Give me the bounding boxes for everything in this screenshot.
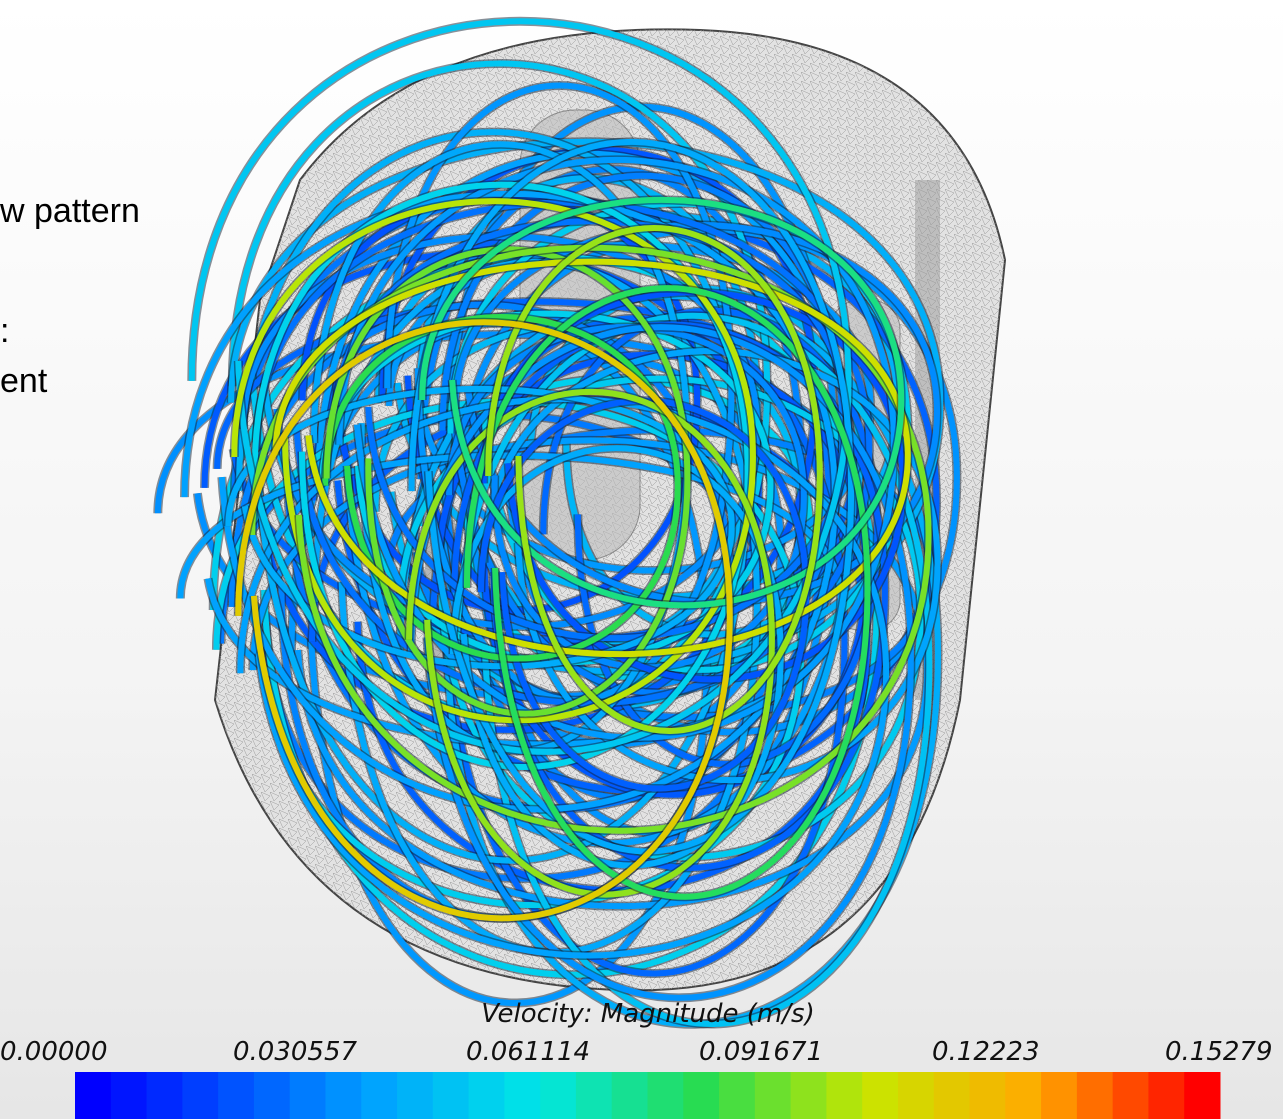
- colorbar-segment: [1077, 1072, 1113, 1119]
- colorbar-segment: [182, 1072, 218, 1119]
- colorbar-segment: [1148, 1072, 1184, 1119]
- colorbar-segment: [612, 1072, 648, 1119]
- colorbar-segment: [683, 1072, 719, 1119]
- colorbar-segment: [791, 1072, 827, 1119]
- colorbar-tick-label: 0.15279: [1165, 1037, 1273, 1067]
- colorbar-segment: [648, 1072, 684, 1119]
- colorbar-segment: [576, 1072, 612, 1119]
- colorbar-segment: [862, 1072, 898, 1119]
- colorbar-segment: [1041, 1072, 1077, 1119]
- colorbar-tick-label: 0.091671: [699, 1037, 823, 1067]
- colorbar-segment: [934, 1072, 970, 1119]
- colorbar: [75, 1072, 1221, 1119]
- colorbar-segment: [1113, 1072, 1149, 1119]
- colorbar-segment: [970, 1072, 1006, 1119]
- colorbar-segment: [111, 1072, 147, 1119]
- colorbar-segment: [75, 1072, 111, 1119]
- colorbar-segment: [1184, 1072, 1220, 1119]
- colorbar-segment: [826, 1072, 862, 1119]
- colorbar-segment: [290, 1072, 326, 1119]
- colorbar-segment: [254, 1072, 290, 1119]
- visualization: Velocity: Magnitude (m/s) 0.00000 0.03055…: [0, 0, 1283, 1119]
- colorbar-segment: [1005, 1072, 1041, 1119]
- colorbar-segment: [540, 1072, 576, 1119]
- colorbar-title: Velocity: Magnitude (m/s): [481, 999, 814, 1029]
- colorbar-segment: [504, 1072, 540, 1119]
- colorbar-segment: [325, 1072, 361, 1119]
- colorbar-segment: [147, 1072, 183, 1119]
- colorbar-segment: [433, 1072, 469, 1119]
- colorbar-tick-label: 0.12223: [932, 1037, 1040, 1067]
- colorbar-segment: [755, 1072, 791, 1119]
- colorbar-tick-label: 0.061114: [466, 1037, 590, 1067]
- colorbar-segment: [218, 1072, 254, 1119]
- colorbar-segment: [397, 1072, 433, 1119]
- colorbar-segment: [361, 1072, 397, 1119]
- colorbar-tick-label: 0.030557: [233, 1037, 358, 1067]
- colorbar-segment: [469, 1072, 505, 1119]
- colorbar-segment: [719, 1072, 755, 1119]
- screen: w pattern : ent Velocity: Magnitude (m/s…: [0, 0, 1283, 1119]
- colorbar-ticks: 0.00000 0.030557 0.061114 0.091671 0.12223 0.…: [0, 1037, 1273, 1067]
- colorbar-segment: [898, 1072, 934, 1119]
- colorbar-tick-label: 0.00000: [0, 1037, 108, 1067]
